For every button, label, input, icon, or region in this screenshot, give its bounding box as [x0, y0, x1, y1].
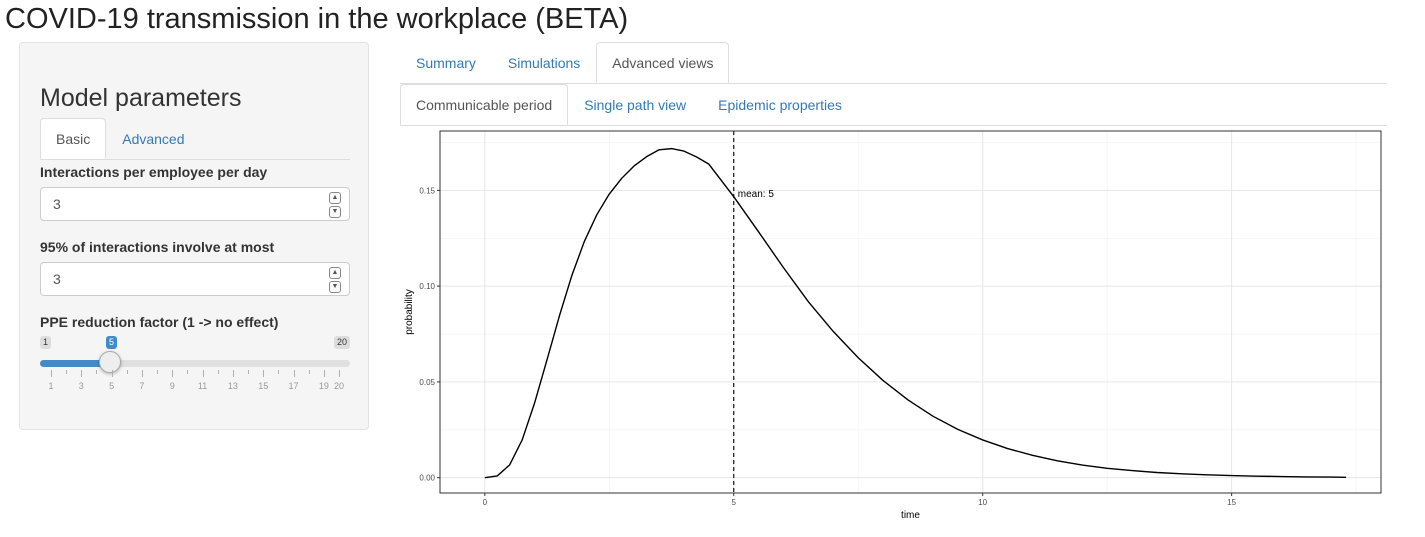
- probability-curve: [484, 147, 1347, 479]
- tab-epidemic-properties[interactable]: Epidemic properties: [718, 97, 842, 113]
- tab-advanced[interactable]: Advanced: [122, 131, 185, 147]
- communicable-period-chart: mean: 5 0 5 10 15 0.00 0.05 0.10 0.15 time probabi…: [404, 130, 1382, 521]
- slider-tick: [248, 370, 250, 374]
- slider-tick: [141, 370, 143, 377]
- tab-basic[interactable]: Basic: [40, 118, 107, 159]
- ppe-label: PPE reduction factor (1 -> no effect): [40, 314, 279, 330]
- tab-single-path-view[interactable]: Single path view: [584, 97, 687, 113]
- interactions-value: 3: [53, 196, 61, 212]
- slider-tick: [339, 370, 340, 377]
- interactions-spinner[interactable]: ▲ ▼: [329, 192, 341, 218]
- slider-min-label: 1: [40, 336, 52, 349]
- x-tick-label: 0: [483, 498, 488, 507]
- slider-tick-label: 13: [227, 381, 238, 391]
- slider-tick-label: 17: [288, 381, 299, 391]
- main-tabs-divider: [400, 83, 1387, 84]
- sidebar-tabs: Basic Advanced: [40, 118, 201, 159]
- slider-tick: [308, 370, 310, 374]
- slider-max-label: 20: [333, 336, 350, 349]
- y-axis-title: probability: [404, 289, 415, 335]
- group-size-value: 3: [53, 271, 61, 287]
- slider-tick-label: 1: [48, 381, 54, 391]
- sidebar-tabs-divider: [40, 159, 350, 160]
- decrement-icon[interactable]: ▼: [329, 281, 341, 293]
- slider-tick: [81, 370, 83, 377]
- slider-tick: [217, 370, 219, 374]
- mean-annotation: mean: 5: [738, 189, 775, 200]
- x-tick-label: 10: [978, 498, 987, 507]
- x-tick-label: 5: [732, 498, 737, 507]
- tab-summary[interactable]: Summary: [416, 55, 476, 71]
- slider-tick: [172, 370, 174, 377]
- slider-tick-label: 11: [197, 381, 208, 391]
- x-axis-title: time: [901, 510, 920, 521]
- slider-tick: [263, 370, 265, 377]
- slider-handle[interactable]: [99, 351, 121, 373]
- group-size-input[interactable]: 3 ▲ ▼: [40, 262, 350, 296]
- decrement-icon[interactable]: ▼: [329, 206, 341, 218]
- slider-tick-label: 9: [169, 381, 175, 391]
- slider-tick: [293, 370, 295, 377]
- plot-border: [439, 130, 1382, 494]
- y-tick-label: 0.05: [419, 378, 435, 387]
- slider-tick-label: 20: [333, 381, 345, 391]
- interactions-input[interactable]: 3 ▲ ▼: [40, 187, 350, 221]
- slider-tick: [157, 370, 159, 374]
- slider-tick-label: 15: [258, 381, 269, 391]
- x-tick-label: 15: [1227, 498, 1236, 507]
- tab-communicable-period[interactable]: Communicable period: [400, 84, 569, 125]
- sidebar-title: Model parameters: [40, 84, 242, 112]
- group-size-spinner[interactable]: ▲ ▼: [329, 267, 341, 293]
- slider-fill: [40, 360, 112, 367]
- plot-panel: [440, 131, 1381, 493]
- sidebar-panel: Model parameters Basic Advanced Interact…: [19, 42, 369, 430]
- slider-tick: [187, 370, 189, 374]
- slider-tick-label: 7: [139, 381, 145, 391]
- app-title: COVID-19 transmission in the workplace (…: [5, 3, 629, 35]
- slider-tick: [232, 370, 234, 377]
- increment-icon[interactable]: ▲: [329, 267, 341, 279]
- ppe-slider[interactable]: 1 5 20 1 3 5 7 9 11 13 15 17 19 20: [40, 336, 350, 400]
- tab-advanced-views[interactable]: Advanced views: [596, 42, 730, 83]
- slider-tick: [126, 370, 128, 374]
- main-tabs: Summary Simulations Advanced views: [400, 42, 730, 83]
- slider-tick-label: 3: [78, 381, 84, 391]
- slider-value-label: 5: [106, 336, 118, 349]
- tab-simulations[interactable]: Simulations: [507, 55, 581, 71]
- sub-tabs-divider: [400, 125, 1387, 126]
- increment-icon[interactable]: ▲: [329, 192, 341, 204]
- slider-track[interactable]: [40, 360, 350, 367]
- slider-tick-label: 5: [109, 381, 115, 391]
- sub-tabs: Communicable period Single path view Epi…: [400, 84, 858, 125]
- slider-tick: [51, 370, 52, 377]
- y-tick-label: 0.15: [419, 186, 435, 195]
- slider-tick: [278, 370, 280, 374]
- interactions-label: Interactions per employee per day: [40, 164, 268, 180]
- slider-tick: [96, 370, 98, 374]
- slider-tick: [323, 370, 325, 377]
- slider-tick-label: 19: [318, 381, 329, 391]
- slider-tick: [202, 370, 204, 377]
- y-tick-label: 0.10: [419, 282, 435, 291]
- slider-tick: [111, 370, 113, 377]
- group-size-label: 95% of interactions involve at most: [40, 239, 275, 255]
- y-tick-label: 0.00: [419, 474, 435, 483]
- slider-tick: [66, 370, 68, 374]
